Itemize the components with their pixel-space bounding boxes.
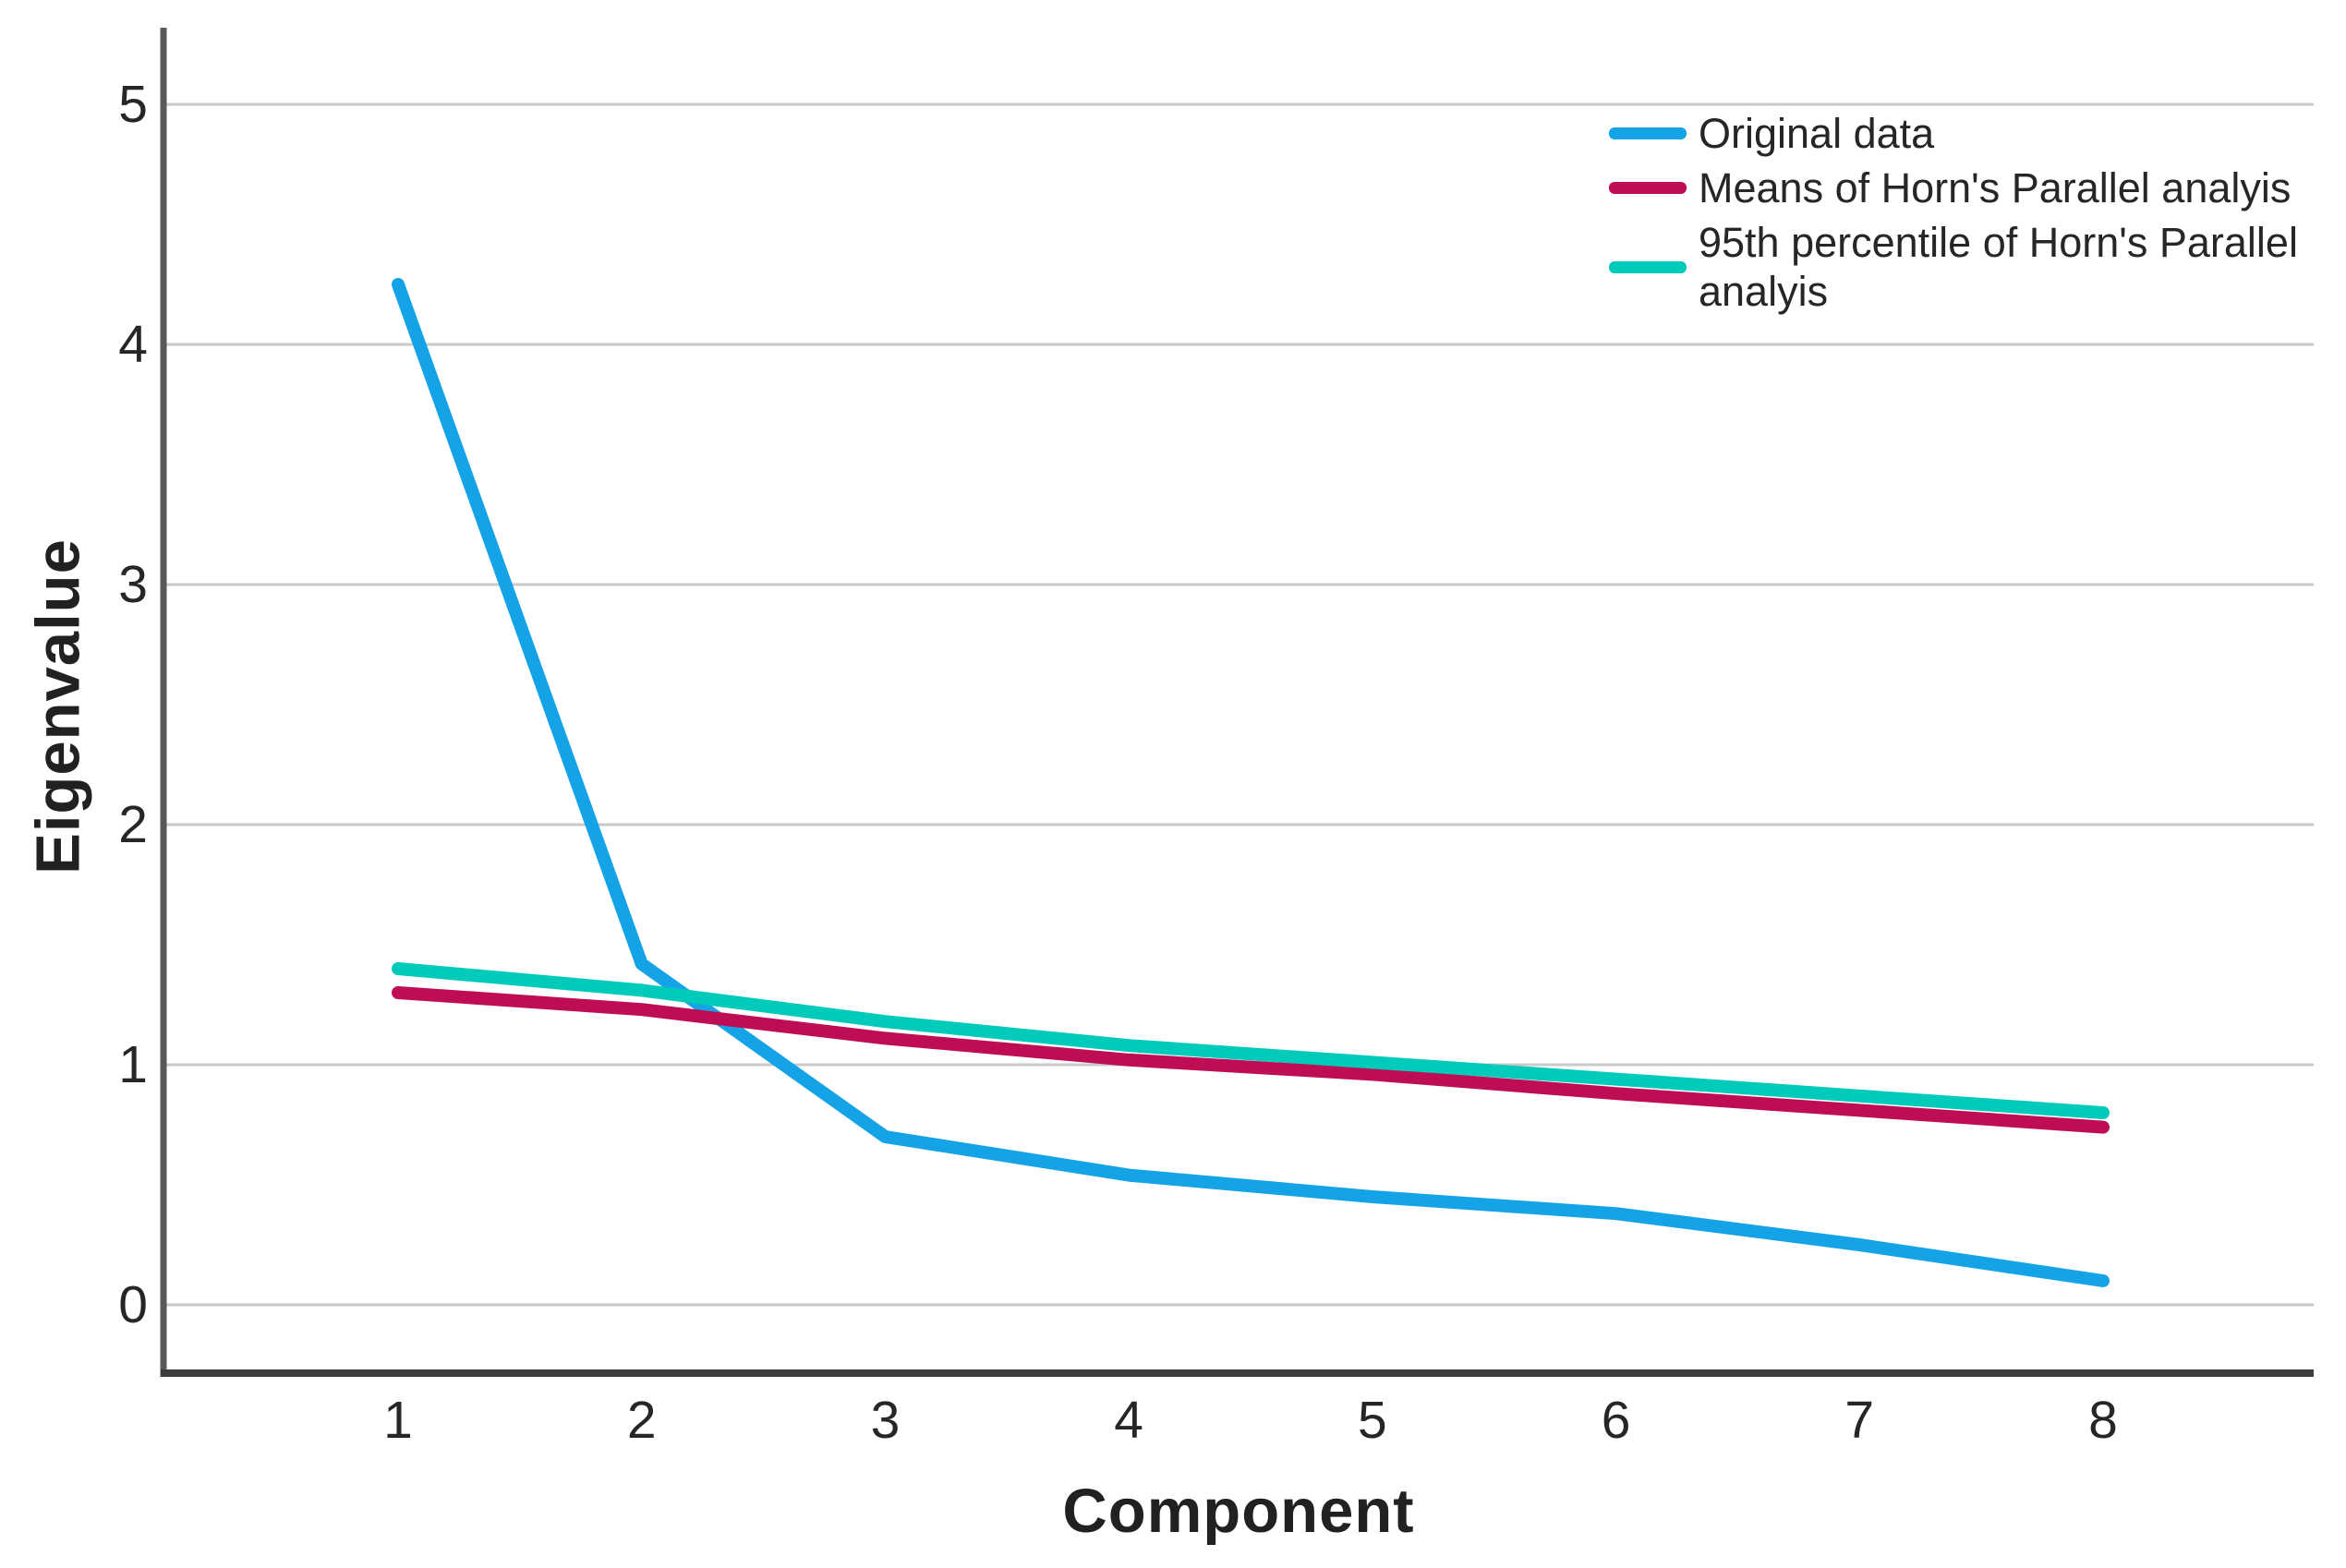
y-tick-label-2: 2 (118, 795, 148, 854)
x-axis-title: Component (1062, 1477, 1415, 1546)
legend-item-95th-percentile: 95th percentile of Horn's Parallel analy… (1609, 218, 2346, 316)
legend: Original data Means of Horn's Parallel a… (1609, 109, 2346, 316)
x-tick-label-8: 8 (2088, 1391, 2118, 1450)
x-tick-label-5: 5 (1357, 1391, 1387, 1450)
legend-item-means-parallel: Means of Horn's Parallel analyis (1609, 163, 2346, 212)
y-tick-label-0: 0 (118, 1275, 148, 1334)
legend-label-95th-percentile: 95th percentile of Horn's Parallel analy… (1699, 219, 2298, 315)
x-tick-label-1: 1 (383, 1391, 413, 1450)
y-tick-label-3: 3 (118, 555, 148, 614)
x-tick-label-6: 6 (1601, 1391, 1631, 1450)
legend-label-original-data: Original data (1699, 110, 1935, 157)
y-tick-label-4: 4 (118, 315, 148, 374)
x-tick-label-7: 7 (1844, 1391, 1875, 1450)
legend-swatch-means-parallel (1609, 182, 1687, 194)
series-line-95th-percentile-of-horn-s-parallel-analyis (392, 962, 2110, 1119)
legend-label-means-parallel: Means of Horn's Parallel analyis (1699, 164, 2292, 211)
x-tick-label-4: 4 (1114, 1391, 1143, 1450)
legend-swatch-original-data (1609, 127, 1687, 139)
series-line-means-of-horn-s-parallel-analyis (392, 986, 2110, 1134)
series-line-original-data (392, 278, 2110, 1287)
y-tick-label-1: 1 (118, 1035, 148, 1094)
x-tick-label-3: 3 (870, 1391, 901, 1450)
y-tick-label-5: 5 (118, 75, 148, 134)
legend-item-original-data: Original data (1609, 109, 2346, 158)
legend-swatch-95th-percentile (1609, 260, 1687, 273)
x-tick-label-2: 2 (626, 1391, 657, 1450)
